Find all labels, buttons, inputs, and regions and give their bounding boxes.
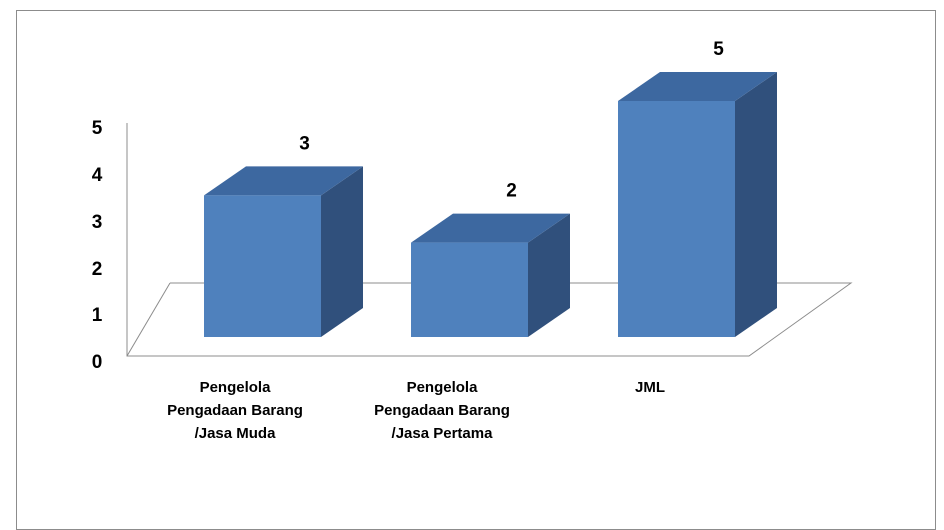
bar-front-face (618, 101, 735, 337)
category-label: JML (635, 379, 665, 396)
y-tick-label: 4 (92, 165, 103, 186)
data-label: 5 (713, 39, 724, 60)
y-tick-label: 3 (92, 212, 103, 233)
floor-left-edge (126, 282, 171, 357)
bar-side-face (321, 166, 363, 337)
bars (204, 72, 777, 337)
y-axis-ticks: 0 1 2 3 4 5 (92, 118, 103, 373)
bar-chart: 0 1 2 3 4 5 3 2 5 Pengelola Pengadaan Barang/Jas… (92, 39, 853, 442)
bar-front-face (411, 242, 528, 337)
data-label: 2 (506, 181, 517, 202)
y-tick-label: 0 (92, 352, 103, 373)
y-tick-label: 1 (92, 305, 103, 326)
y-tick-label: 2 (92, 259, 103, 280)
bar-side-face (735, 72, 777, 337)
category-label: Pengelola Pengadaan Barang/Jasa Muda (167, 379, 303, 442)
bar (411, 213, 570, 337)
y-tick-label: 5 (92, 118, 103, 139)
bar-top-face (618, 72, 777, 101)
data-labels: 3 2 5 (299, 39, 724, 202)
bar-top-face (204, 166, 363, 196)
bar (618, 72, 777, 337)
category-label: Pengelola Pengadaan Barang/Jasa Pertama (374, 379, 510, 442)
bar (204, 166, 363, 337)
bar-front-face (204, 195, 321, 337)
category-labels: Pengelola Pengadaan Barang/Jasa Muda Penge… (167, 379, 665, 442)
data-label: 3 (299, 133, 310, 154)
bar-top-face (411, 213, 570, 243)
bar-side-face (528, 213, 570, 337)
